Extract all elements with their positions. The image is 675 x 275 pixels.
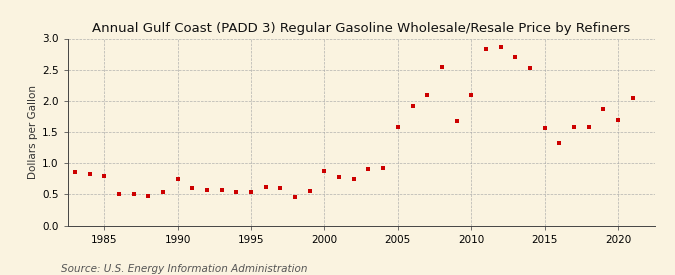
Point <box>290 195 300 199</box>
Point <box>583 125 594 129</box>
Point <box>319 169 330 173</box>
Point <box>554 141 565 145</box>
Point <box>481 47 491 51</box>
Point <box>392 125 403 129</box>
Point <box>70 170 80 174</box>
Point <box>157 190 168 195</box>
Point <box>627 95 638 100</box>
Point <box>128 192 139 197</box>
Point <box>598 107 609 111</box>
Point <box>437 64 448 69</box>
Point <box>422 92 433 97</box>
Point <box>568 125 579 129</box>
Point <box>451 119 462 123</box>
Point <box>348 177 359 181</box>
Point <box>261 185 271 189</box>
Point <box>202 188 213 192</box>
Point <box>495 45 506 50</box>
Point <box>113 192 124 197</box>
Point <box>510 55 520 59</box>
Point <box>466 93 477 97</box>
Point <box>524 66 535 71</box>
Title: Annual Gulf Coast (PADD 3) Regular Gasoline Wholesale/Resale Price by Refiners: Annual Gulf Coast (PADD 3) Regular Gasol… <box>92 21 630 35</box>
Point <box>246 190 256 195</box>
Point <box>143 193 154 198</box>
Point <box>84 172 95 176</box>
Point <box>613 117 624 122</box>
Y-axis label: Dollars per Gallon: Dollars per Gallon <box>28 85 38 179</box>
Point <box>539 126 550 130</box>
Point <box>187 186 198 190</box>
Text: Source: U.S. Energy Information Administration: Source: U.S. Energy Information Administ… <box>61 264 307 274</box>
Point <box>231 190 242 195</box>
Point <box>216 188 227 192</box>
Point <box>172 177 183 181</box>
Point <box>363 167 374 172</box>
Point <box>378 166 389 170</box>
Point <box>333 175 344 179</box>
Point <box>275 186 286 190</box>
Point <box>304 189 315 193</box>
Point <box>99 174 109 178</box>
Point <box>407 104 418 108</box>
